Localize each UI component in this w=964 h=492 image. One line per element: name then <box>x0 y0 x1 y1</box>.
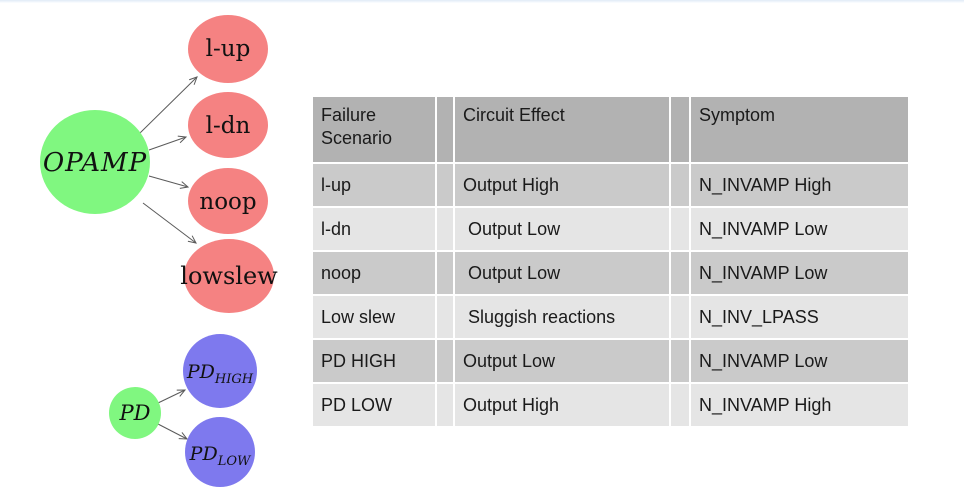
symptom-header: Symptom <box>691 97 908 162</box>
spacer-cell <box>437 296 453 338</box>
spacer-cell <box>671 252 689 294</box>
circuit-effect-cell: Output High <box>455 384 669 426</box>
table-row: l-dn Output Low N_INVAMP Low <box>313 208 908 250</box>
lup-node-label: l-up <box>206 36 251 62</box>
ldn-node <box>188 92 268 158</box>
arrow-opamp-ldn <box>148 135 188 151</box>
pd-high-subscript-text: HIGH <box>214 372 254 387</box>
pd-low-node <box>185 417 255 487</box>
opamp-node <box>40 110 150 214</box>
ldn-node-label: l-dn <box>206 113 251 139</box>
failure-scenario-cell: noop <box>313 252 435 294</box>
spacer-cell <box>671 340 689 382</box>
symptom-cell: N_INVAMP Low <box>691 340 908 382</box>
circuit-effect-header: Circuit Effect <box>455 97 669 162</box>
table-header-row: Failure Scenario Circuit Effect Symptom <box>313 97 908 162</box>
table-row: PD HIGH Output Low N_INVAMP Low <box>313 340 908 382</box>
spacer-cell <box>671 208 689 250</box>
spacer-cell <box>437 384 453 426</box>
lowslew-node <box>184 239 274 313</box>
opamp-node-label: OPAMP <box>43 148 147 178</box>
spacer-cell <box>671 296 689 338</box>
symptom-cell: N_INV_LPASS <box>691 296 908 338</box>
failure-scenario-table: Failure Scenario Circuit Effect Symptom … <box>311 95 910 428</box>
failure-scenario-cell: l-dn <box>313 208 435 250</box>
table-row: PD LOW Output High N_INVAMP High <box>313 384 908 426</box>
failure-scenario-cell: PD LOW <box>313 384 435 426</box>
spacer-cell <box>437 208 453 250</box>
arrow-pd-high <box>157 389 187 404</box>
symptom-cell: N_INVAMP High <box>691 164 908 206</box>
noop-node <box>188 168 268 234</box>
failure-scenario-header: Failure Scenario <box>313 97 435 162</box>
arrow-opamp-noop <box>148 175 190 189</box>
pd-low-node-label: PDLOW <box>189 443 252 469</box>
circuit-effect-cell: Output Low <box>455 208 669 250</box>
arrow-pd-low <box>157 423 189 440</box>
window-top-edge <box>0 0 964 3</box>
table-row: l-up Output High N_INVAMP High <box>313 164 908 206</box>
lowslew-node-label: lowslew <box>180 262 278 290</box>
failure-scenario-cell: PD HIGH <box>313 340 435 382</box>
table-row: Low slew Sluggish reactions N_INV_LPASS <box>313 296 908 338</box>
circuit-effect-cell: Sluggish reactions <box>455 296 669 338</box>
pd-node-label: PD <box>119 401 151 425</box>
arrow-opamp-lup <box>139 76 198 134</box>
noop-node-label: noop <box>199 189 256 215</box>
spacer-header-cell <box>437 97 453 162</box>
circuit-effect-cell: Output High <box>455 164 669 206</box>
pd-high-node-label: PDHIGH <box>186 361 254 387</box>
lup-node <box>188 15 268 83</box>
opamp-arrows <box>139 76 198 244</box>
spacer-cell <box>437 252 453 294</box>
symptom-cell: N_INVAMP High <box>691 384 908 426</box>
pd-high-node <box>183 334 257 408</box>
spacer-cell <box>671 384 689 426</box>
spacer-cell <box>437 340 453 382</box>
circuit-effect-cell: Output Low <box>455 252 669 294</box>
pd-node <box>109 387 161 439</box>
pd-low-subscript-text: LOW <box>217 454 252 469</box>
symptom-cell: N_INVAMP Low <box>691 252 908 294</box>
pd-high-base-text: PD <box>186 361 215 383</box>
spacer-header-cell <box>671 97 689 162</box>
symptom-cell: N_INVAMP Low <box>691 208 908 250</box>
pd-arrows <box>157 389 189 440</box>
circuit-effect-cell: Output Low <box>455 340 669 382</box>
spacer-cell <box>671 164 689 206</box>
failure-scenario-cell: Low slew <box>313 296 435 338</box>
table-row: noop Output Low N_INVAMP Low <box>313 252 908 294</box>
failure-scenario-cell: l-up <box>313 164 435 206</box>
pd-low-base-text: PD <box>189 443 218 465</box>
arrow-opamp-lowslew <box>142 202 197 244</box>
spacer-cell <box>437 164 453 206</box>
